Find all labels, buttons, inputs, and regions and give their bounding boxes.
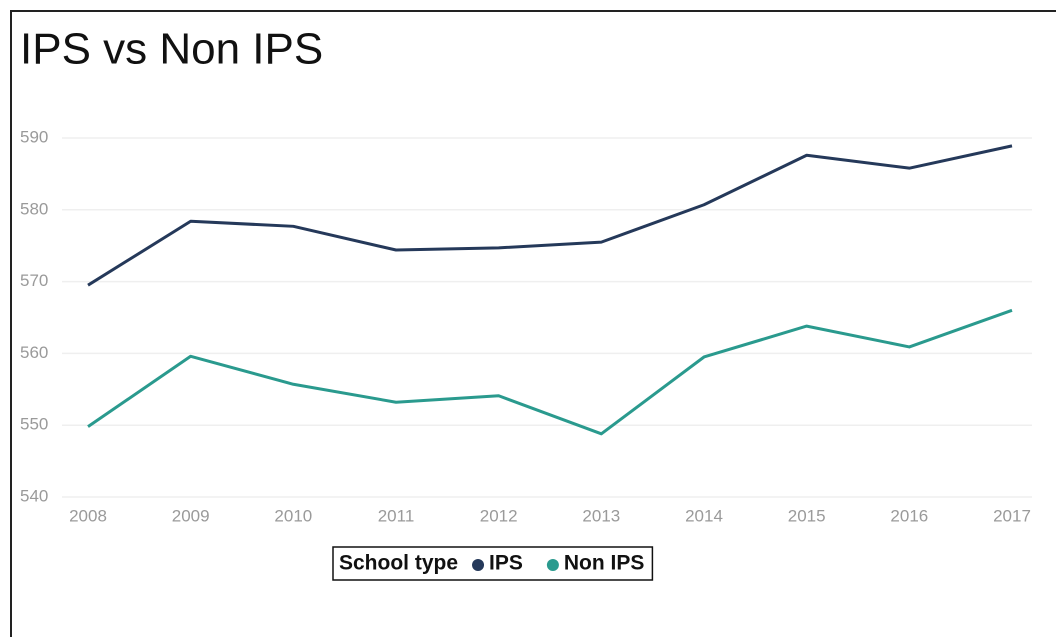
y-tick-label: 550 xyxy=(20,415,48,434)
x-tick-label: 2010 xyxy=(274,506,312,525)
x-tick-label: 2016 xyxy=(890,506,928,525)
x-tick-label: 2015 xyxy=(788,506,826,525)
legend-title: School type xyxy=(339,552,458,575)
x-tick-label: 2012 xyxy=(480,506,518,525)
y-tick-label: 570 xyxy=(20,271,48,290)
y-tick-label: 590 xyxy=(20,127,48,146)
chart-title: IPS vs Non IPS xyxy=(20,25,323,74)
legend-box xyxy=(332,546,654,581)
y-tick-label: 560 xyxy=(20,343,48,362)
legend-marker xyxy=(546,559,559,571)
x-tick-label: 2008 xyxy=(69,506,107,525)
legend-label: Non IPS xyxy=(564,552,645,575)
x-tick-label: 2013 xyxy=(582,506,620,525)
x-tick-label: 2009 xyxy=(172,506,210,525)
y-tick-label: 580 xyxy=(20,199,48,218)
x-tick-label: 2017 xyxy=(993,506,1031,525)
plot-area: 540 550 560 570 580 590 2008 2009 2010 2011 2012 20… xyxy=(20,127,1032,525)
series-line xyxy=(87,144,1013,287)
frame xyxy=(10,10,1056,637)
legend-marker xyxy=(472,559,485,571)
y-tick-label: 540 xyxy=(20,486,48,505)
series-line xyxy=(87,308,1013,436)
legend-label: IPS xyxy=(489,552,523,575)
x-tick-label: 2011 xyxy=(378,506,415,525)
x-tick-label: 2014 xyxy=(685,506,723,525)
legend: School type IPS Non IPS xyxy=(332,546,654,581)
